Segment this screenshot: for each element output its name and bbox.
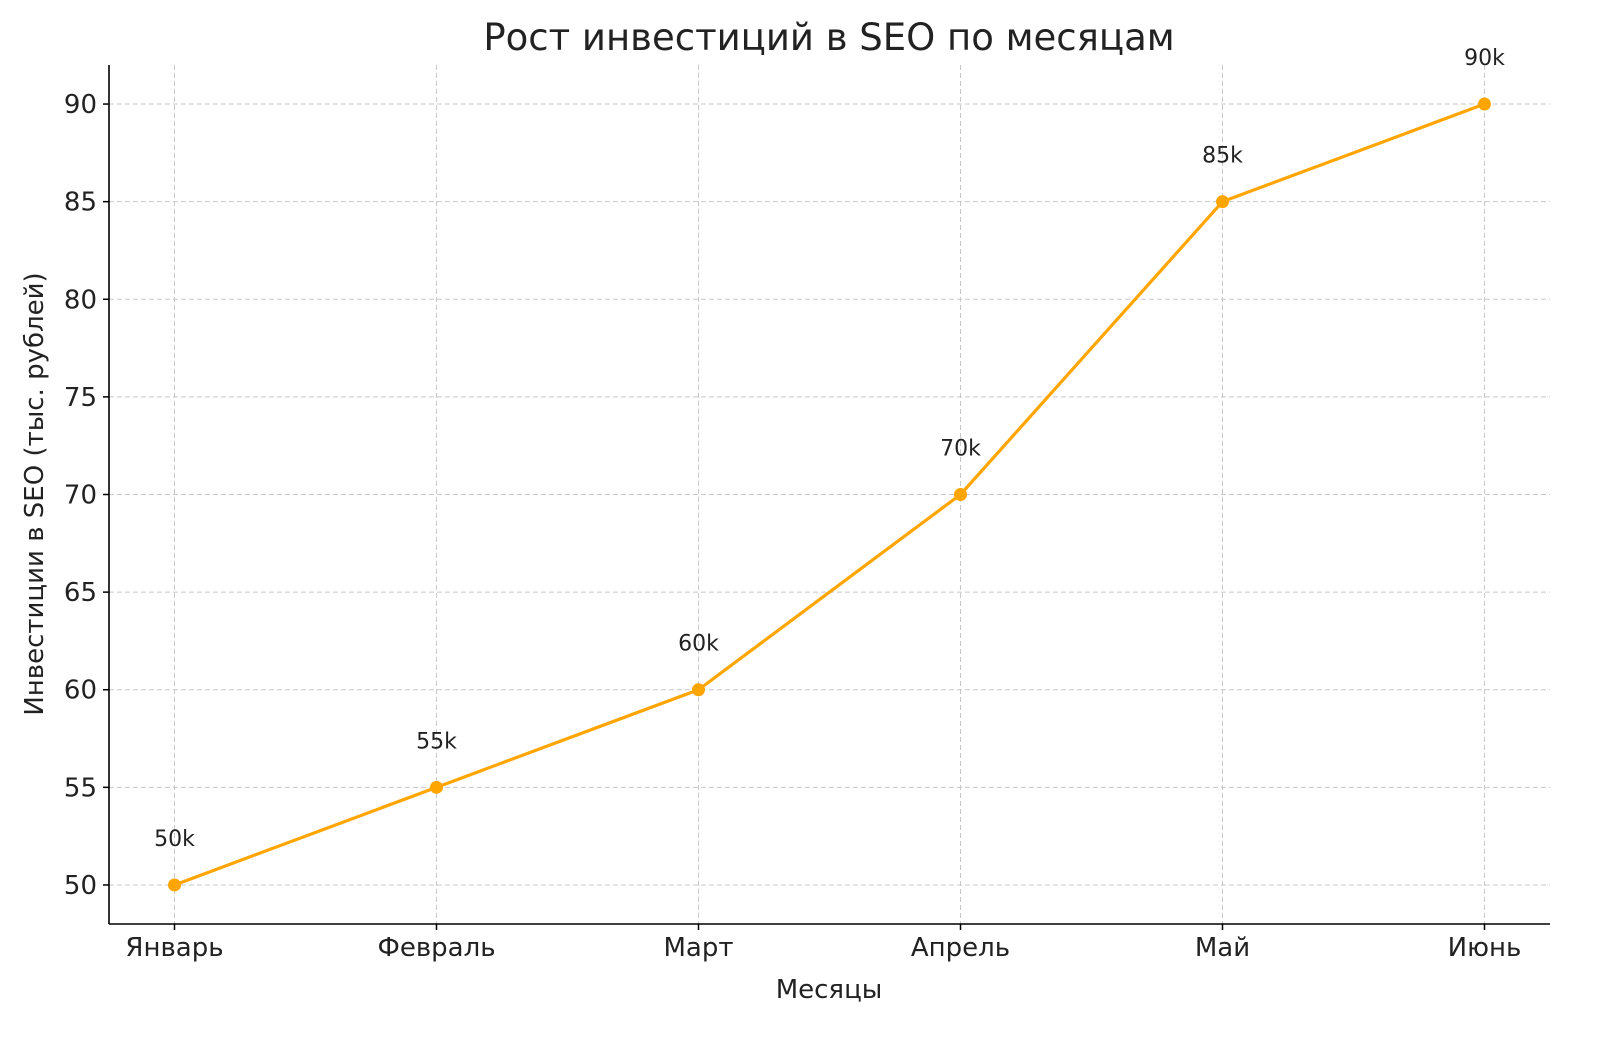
ticks: 50 55 60 65 70 75 80 85 90 Январь Февраль Март Апрел… [64,90,1521,963]
x-tick-label: Апрель [911,933,1010,963]
data-label: 85k [1202,144,1243,169]
data-point [1216,195,1229,209]
y-tick-label: 60 [64,676,97,706]
series: 50k 55k 60k 70k 85k 90k [154,46,1505,892]
data-label: 90k [1464,46,1505,71]
y-tick-label: 80 [64,285,97,315]
y-tick-label: 85 [64,188,97,218]
data-point [1478,97,1491,111]
data-label: 55k [416,729,457,754]
data-point [692,683,705,697]
data-point [430,780,443,794]
data-label: 60k [678,632,719,657]
data-label: 70k [940,437,981,462]
chart-title: Рост инвестиций в SEO по месяцам [483,16,1174,59]
y-tick-label: 55 [64,773,97,803]
data-point [168,878,181,892]
y-tick-label: 50 [64,871,97,901]
grid [109,65,1550,924]
x-tick-label: Май [1195,933,1250,963]
y-tick-label: 65 [64,578,97,608]
series-line [173,102,1486,887]
x-tick-label: Январь [125,933,223,963]
x-axis-label: Месяцы [776,975,883,1005]
x-tick-label: Март [663,933,733,963]
x-tick-label: Июнь [1448,933,1522,963]
data-label: 50k [154,827,195,852]
y-axis-label: Инвестиции в SEO (тыс. рублей) [20,272,50,715]
data-point [954,488,967,501]
x-tick-label: Февраль [377,933,495,963]
y-tick-label: 70 [64,481,97,511]
y-tick-label: 90 [64,90,97,120]
y-tick-label: 75 [64,383,97,413]
